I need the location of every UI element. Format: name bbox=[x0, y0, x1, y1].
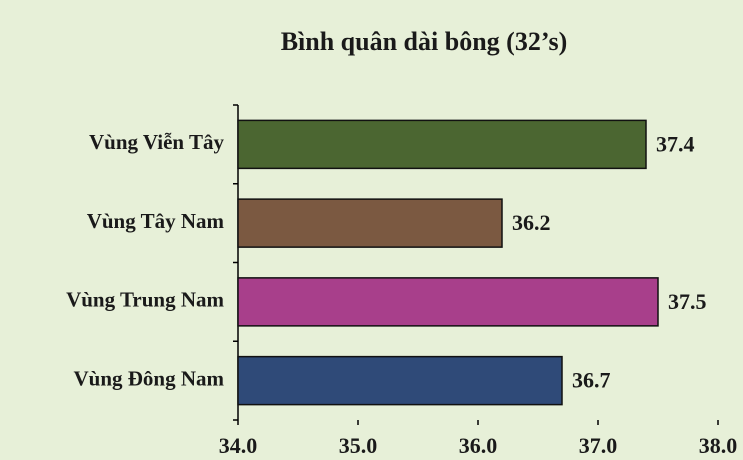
y-tick-label: Vùng Đông Nam bbox=[73, 366, 224, 390]
x-tick-label: 36.0 bbox=[459, 433, 498, 458]
x-tick-label: 35.0 bbox=[339, 433, 378, 458]
bar bbox=[237, 119, 647, 170]
y-tick-label: Vùng Viễn Tây bbox=[89, 130, 224, 154]
data-label: 37.4 bbox=[656, 131, 695, 156]
x-tick-label: 38.0 bbox=[699, 433, 738, 458]
bar bbox=[237, 198, 503, 248]
bar bbox=[237, 277, 659, 327]
data-label: 37.5 bbox=[668, 289, 707, 314]
data-label: 36.7 bbox=[572, 368, 611, 393]
x-tick-label: 34.0 bbox=[219, 433, 258, 458]
y-tick-label: Vùng Tây Nam bbox=[87, 209, 225, 233]
bar bbox=[237, 355, 563, 406]
data-label: 36.2 bbox=[512, 210, 551, 235]
chart-title: Bình quân dài bông (32’s) bbox=[281, 27, 568, 56]
x-tick-label: 37.0 bbox=[579, 433, 618, 458]
y-tick-label: Vùng Trung Nam bbox=[66, 288, 224, 312]
